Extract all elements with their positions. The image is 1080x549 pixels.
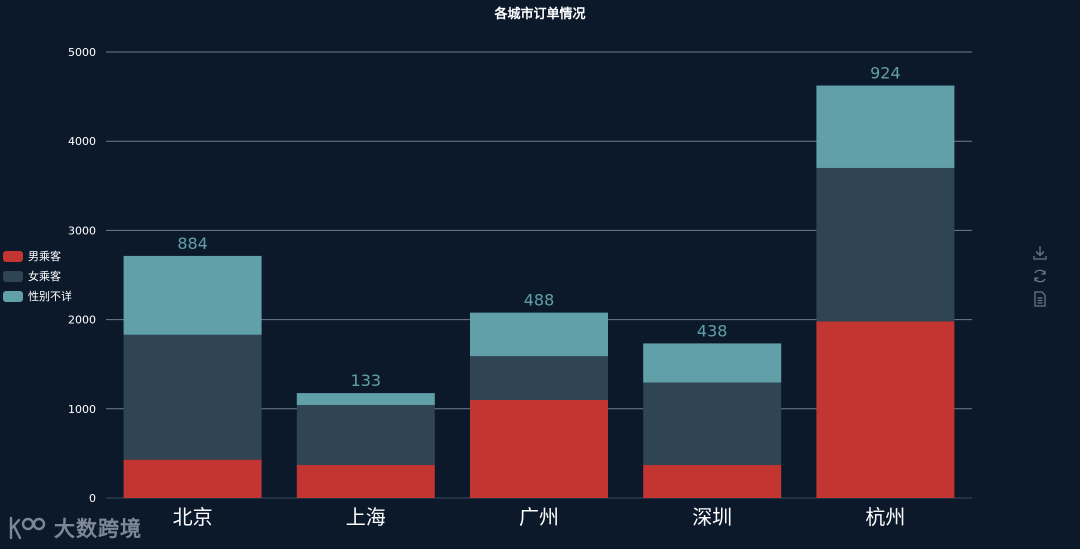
bar-segment[interactable]	[643, 464, 782, 498]
legend-label: 男乘客	[28, 250, 61, 263]
legend-swatch	[3, 250, 23, 262]
x-tick-label: 广州	[519, 505, 559, 529]
legend-label: 女乘客	[28, 270, 61, 283]
toolbox	[1031, 244, 1049, 313]
bar-segment[interactable]	[123, 334, 262, 460]
data-label: 438	[697, 321, 728, 340]
refresh-icon[interactable]	[1031, 267, 1049, 285]
legend-item-unknown[interactable]: 性别不详	[3, 286, 72, 306]
bar-segment[interactable]	[123, 255, 262, 335]
x-tick-label: 杭州	[865, 505, 905, 529]
legend-swatch	[3, 290, 23, 302]
legend-label: 性别不详	[28, 290, 72, 303]
x-tick-label: 北京	[173, 505, 213, 529]
y-tick-label: 3000	[68, 224, 96, 237]
y-tick-label: 1000	[68, 403, 96, 416]
y-axis-ticks: 0 1000 2000 3000 4000 5000	[68, 46, 96, 505]
download-icon[interactable]	[1031, 244, 1049, 262]
legend: 男乘客 女乘客 性别不详	[3, 246, 72, 306]
ko-logo-icon	[9, 516, 46, 540]
x-tick-label: 上海	[346, 505, 386, 529]
bar-segment[interactable]	[816, 85, 955, 168]
legend-swatch	[3, 270, 23, 282]
watermark: 大数跨境	[8, 512, 142, 544]
bar-segment[interactable]	[296, 464, 435, 498]
bar-segment[interactable]	[816, 321, 955, 498]
watermark-text: 大数跨境	[54, 517, 142, 541]
data-label: 133	[351, 371, 382, 390]
bar-segment[interactable]	[470, 312, 608, 357]
bar-segment[interactable]	[643, 382, 782, 465]
y-tick-label: 2000	[68, 314, 96, 327]
data-label: 924	[870, 64, 901, 83]
x-axis-ticks: 北京 上海 广州 深圳 杭州	[173, 505, 906, 529]
legend-item-female[interactable]: 女乘客	[3, 266, 72, 286]
bar-segment[interactable]	[470, 356, 608, 400]
legend-item-male[interactable]: 男乘客	[3, 246, 72, 266]
data-labels: 884 133 488 438 924	[177, 64, 900, 391]
bar-segment[interactable]	[123, 459, 262, 498]
bar-segment[interactable]	[296, 393, 435, 405]
bar-segment[interactable]	[296, 404, 435, 465]
bar-segment[interactable]	[816, 167, 955, 322]
data-label: 884	[177, 234, 208, 253]
chart-title: 各城市订单情况	[493, 6, 585, 22]
x-tick-label: 深圳	[692, 505, 732, 529]
data-view-icon[interactable]	[1031, 290, 1049, 308]
bars	[123, 85, 955, 498]
bar-segment[interactable]	[470, 399, 608, 498]
y-tick-label: 4000	[68, 135, 96, 148]
y-tick-label: 0	[89, 492, 96, 505]
data-label: 488	[524, 291, 555, 310]
bar-segment[interactable]	[643, 343, 782, 383]
y-tick-label: 5000	[68, 46, 96, 59]
